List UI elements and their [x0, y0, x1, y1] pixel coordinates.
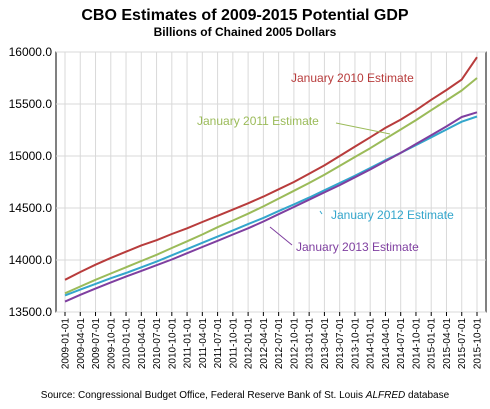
x-tick-label: 2011-04-01	[198, 318, 209, 369]
annotation-2011-leader	[335, 122, 391, 135]
x-tick-label: 2011-10-01	[228, 318, 239, 369]
x-tick-label: 2009-01-01	[61, 318, 72, 370]
annotation-2011: January 2011 Estimate	[197, 114, 319, 128]
annotation-2013-leader	[269, 226, 293, 246]
x-tick-label: 2015-01-01	[427, 318, 438, 370]
annotation-2012: January 2012 Estimate	[331, 208, 454, 222]
x-tick-label: 2013-01-01	[305, 318, 316, 370]
x-tick-label: 2012-10-01	[289, 318, 300, 370]
y-axis-ticks: 13500.0 14000.0 14500.0 15000.0 15500.0 16000…	[9, 45, 53, 319]
annotation-2013: January 2013 Estimate	[296, 240, 419, 254]
chart-subtitle: Billions of Chained 2005 Dollars	[154, 25, 337, 39]
x-tick-label: 2014-04-01	[381, 318, 392, 370]
x-tick-label: 2014-01-01	[366, 318, 377, 370]
series-line-4	[64, 111, 478, 303]
source-italic: ALFRED	[365, 390, 405, 401]
x-tick-label: 2014-10-01	[411, 318, 422, 370]
y-tick-label: 15000.0	[9, 149, 53, 163]
x-tick-label: 2011-01-01	[183, 318, 194, 369]
x-tick-label: 2011-07-01	[213, 318, 224, 369]
x-tick-label: 2009-07-01	[91, 318, 102, 370]
series-lines	[64, 56, 478, 303]
x-tick-label: 2015-10-01	[473, 318, 484, 370]
x-tick-label: 2009-04-01	[76, 318, 87, 370]
x-tick-label: 2013-04-01	[320, 318, 331, 370]
x-tick-label: 2015-07-01	[457, 318, 468, 370]
annotation-2010: January 2010 Estimate	[291, 71, 414, 85]
x-tick-label: 2014-07-01	[396, 318, 407, 370]
x-tick-label: 2015-04-01	[442, 318, 453, 370]
x-tick-label: 2013-10-01	[350, 318, 361, 370]
y-tick-label: 14000.0	[9, 253, 53, 267]
x-tick-label: 2013-07-01	[335, 318, 346, 370]
x-tick-label: 2009-10-01	[106, 318, 117, 370]
y-tick-label: 15500.0	[9, 97, 53, 111]
y-tick-label: 16000.0	[9, 45, 53, 59]
x-tick-label: 2010-07-01	[152, 318, 163, 370]
x-tick-label: 2012-01-01	[244, 318, 255, 370]
series-line-2	[64, 77, 478, 295]
x-tick-label: 2012-04-01	[259, 318, 270, 370]
source-note: Source: Congressional Budget Office, Fed…	[41, 390, 450, 401]
series-line-1	[64, 56, 478, 281]
x-tick-label: 2010-01-01	[122, 318, 133, 370]
source-suffix: database	[405, 390, 449, 401]
x-tick-label: 2010-10-01	[167, 318, 178, 370]
source-prefix: Source: Congressional Budget Office, Fed…	[41, 390, 366, 401]
annotation-2012-leader	[319, 210, 323, 215]
chart-title: CBO Estimates of 2009-2015 Potential GDP	[81, 7, 409, 24]
plot-area	[55, 51, 487, 313]
x-tick-label: 2010-04-01	[137, 318, 148, 370]
x-tick-label: 2012-07-01	[274, 318, 285, 370]
y-tick-label: 13500.0	[9, 305, 53, 319]
y-tick-label: 14500.0	[9, 201, 53, 215]
x-axis-ticks: 2009-01-01 2009-04-01 2009-07-01 2009-10-01…	[61, 312, 484, 369]
